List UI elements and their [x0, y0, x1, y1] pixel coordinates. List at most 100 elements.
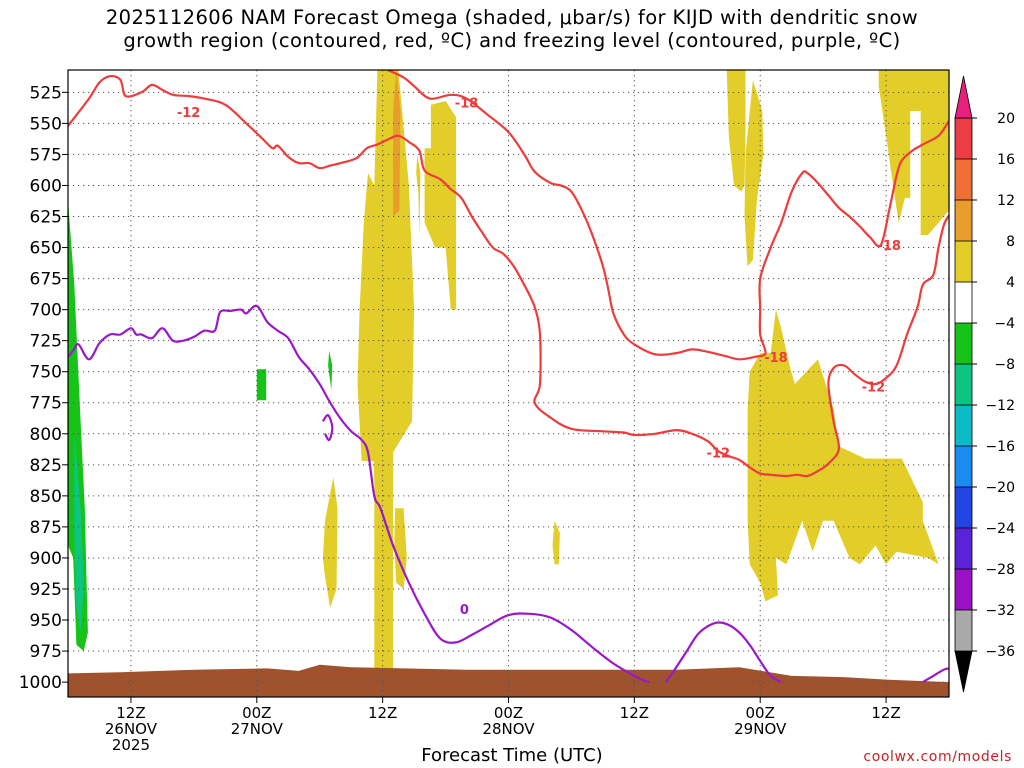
freezing-level-contour-2 — [922, 667, 949, 684]
colorbar-label-6: −8 — [994, 357, 1015, 373]
freezing-label-0: 0 — [460, 603, 469, 618]
y-tick-label-750: 750 — [30, 363, 62, 383]
contour-label--12: -12 — [177, 106, 201, 121]
x-tick-label-6-1: 12Z — [116, 704, 145, 722]
colorbar: 20 16 12 8 4 −4 −8 −12 −16 −20 −24 −28 −32 −36 — [954, 75, 1015, 693]
colorbar-bin--8to-4 — [954, 322, 973, 365]
omega-region-5 — [394, 508, 407, 589]
x-tick-label-6-2: 26NOV — [105, 720, 158, 738]
colorbar-bin--16to-12 — [954, 404, 973, 447]
colorbar-label-4: 4 — [1006, 275, 1015, 291]
omega-region-13 — [68, 200, 88, 652]
omega-region-9 — [744, 79, 764, 267]
omega-region-12 — [747, 309, 939, 602]
x-tick-label-66-2: 29NOV — [734, 720, 787, 738]
freezing-level-contour-3 — [321, 414, 334, 442]
y-tick-label-575: 575 — [30, 145, 62, 165]
contour-label-repeat-1: -18 — [764, 351, 788, 366]
y-tick-label-675: 675 — [30, 270, 62, 290]
omega-region-14 — [74, 433, 84, 633]
colorbar-bin-4to8 — [954, 240, 973, 283]
omega-region-11 — [910, 111, 921, 236]
colorbar-label-0: 20 — [997, 111, 1015, 127]
freezing-level-contour-1 — [664, 621, 782, 684]
omega-region-0 — [370, 70, 415, 683]
dendritic-contour--18 — [387, 70, 949, 361]
colorbar-label-10: −24 — [985, 521, 1015, 537]
y-tick-label-950: 950 — [30, 611, 62, 631]
omega-region-1 — [357, 173, 375, 462]
colorbar-bin-16to20 — [954, 117, 973, 160]
omega-region-4 — [416, 154, 421, 236]
y-axis: 525 550 575 600 625 650 675 700 725 750 775 800 825 8… — [19, 83, 68, 693]
colorbar-label-5: −4 — [994, 316, 1015, 332]
y-tick-label-650: 650 — [30, 239, 62, 259]
colorbar-label-2: 12 — [997, 193, 1015, 209]
colorbar-bin--28to-24 — [954, 527, 973, 570]
chart-title-line-2: growth region (contoured, red, ºC) and f… — [123, 29, 901, 52]
y-tick-label-525: 525 — [30, 83, 62, 103]
x-tick-label-30-1: 12Z — [368, 704, 397, 722]
credit-link[interactable]: coolwx.com/models — [863, 749, 1012, 765]
colorbar-label-8: −16 — [985, 439, 1015, 455]
y-tick-label-700: 700 — [30, 301, 62, 321]
grid-lines — [68, 70, 949, 697]
freezing-level-contour-0 — [68, 304, 651, 684]
y-tick-label-725: 725 — [30, 332, 62, 352]
colorbar-bin--4to4 — [954, 281, 973, 324]
contour-label-repeat-2: -12 — [707, 446, 731, 461]
x-tick-label-6-3: 2025 — [112, 736, 150, 754]
colorbar-bottom-arrow — [954, 650, 973, 693]
omega-region-2 — [393, 70, 401, 217]
colorbar-bin-8to12 — [954, 199, 973, 242]
omega-region-16 — [328, 350, 333, 391]
colorbar-bin--12to-8 — [954, 363, 973, 406]
y-tick-label-800: 800 — [30, 425, 62, 445]
colorbar-bin--20to-16 — [954, 445, 973, 488]
colorbar-label-11: −28 — [985, 562, 1015, 578]
x-tick-label-18-2: 27NOV — [231, 720, 284, 738]
y-tick-label-900: 900 — [30, 549, 62, 569]
x-tick-label-18-1: 00Z — [242, 704, 271, 722]
contour-label-repeat-3: -12 — [862, 381, 886, 396]
y-tick-label-775: 775 — [30, 394, 62, 414]
y-tick-label-1000: 1000 — [19, 673, 62, 693]
chart-title-line-1: 2025112606 NAM Forecast Omega (shaded, μ… — [105, 6, 919, 29]
y-tick-label-625: 625 — [30, 208, 62, 228]
y-tick-label-875: 875 — [30, 518, 62, 538]
contour-labels: -12 -18 -18 -18 -12 -12 0 — [177, 96, 901, 618]
colorbar-bin-12to16 — [954, 158, 973, 201]
contour-lines — [68, 70, 949, 684]
y-tick-label-925: 925 — [30, 580, 62, 600]
y-tick-label-550: 550 — [30, 114, 62, 134]
y-tick-label-825: 825 — [30, 456, 62, 476]
omega-region-15 — [256, 369, 267, 401]
contour-label-repeat-0: -18 — [877, 239, 901, 254]
omega-shading — [68, 70, 949, 683]
colorbar-top-arrow — [954, 75, 973, 119]
x-tick-label-66-1: 00Z — [746, 704, 775, 722]
colorbar-bin--32to-28 — [954, 568, 973, 611]
colorbar-label-13: −36 — [985, 644, 1015, 660]
omega-region-6 — [322, 477, 338, 608]
colorbar-bin--36to-32 — [954, 609, 973, 652]
chart-title: 2025112606 NAM Forecast Omega (shaded, μ… — [0, 6, 1024, 52]
colorbar-bin--24to-20 — [954, 486, 973, 529]
x-tick-label-54-1: 12Z — [620, 704, 649, 722]
omega-region-8 — [726, 70, 746, 192]
omega-region-7 — [552, 520, 560, 565]
colorbar-label-9: −20 — [985, 480, 1015, 496]
contour-label--18: -18 — [455, 96, 479, 111]
dendritic-contour--12 — [68, 75, 949, 478]
colorbar-label-7: −12 — [985, 398, 1015, 414]
y-tick-label-600: 600 — [30, 176, 62, 196]
x-tick-label-42-2: 28NOV — [482, 720, 535, 738]
colorbar-label-12: −32 — [985, 603, 1015, 619]
y-tick-label-975: 975 — [30, 642, 62, 662]
y-tick-label-850: 850 — [30, 487, 62, 507]
colorbar-label-3: 8 — [1006, 234, 1015, 250]
omega-region-3 — [424, 101, 457, 310]
colorbar-label-1: 16 — [997, 152, 1015, 168]
